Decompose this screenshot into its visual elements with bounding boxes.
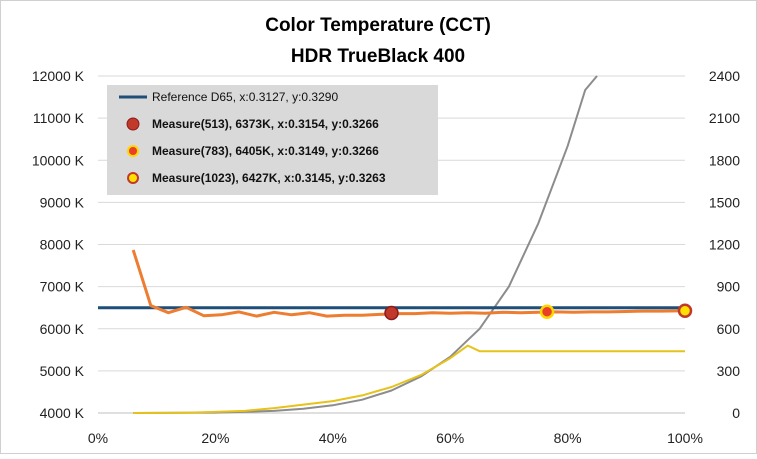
x-tick-label: 20% (201, 430, 229, 446)
y2-tick-label: 1800 (709, 152, 740, 168)
y-tick-label: 11000 K (33, 110, 85, 126)
y2-tick-label: 2100 (709, 110, 740, 126)
series-cct-line (131, 249, 686, 318)
measure-1023-marker (677, 303, 693, 319)
y-tick-label: 4000 K (40, 405, 85, 421)
legend-measure-783-marker-icon (127, 145, 139, 157)
y2-tick-label: 300 (717, 363, 741, 379)
y2-tick-label: 1200 (709, 237, 740, 253)
legend-item-measure-1023: Measure(1023), 6427K, x:0.3145, y:0.3263 (152, 171, 386, 185)
y2-tick-label: 600 (717, 321, 741, 337)
y-tick-label: 6000 K (40, 321, 85, 337)
chart-subtitle: HDR TrueBlack 400 (291, 46, 465, 67)
x-tick-label: 100% (667, 430, 703, 446)
y-tick-label: 7000 K (40, 279, 85, 295)
y-tick-label: 8000 K (40, 237, 85, 253)
y-tick-label: 12000 K (32, 68, 85, 84)
axis-labels: 4000 K 5000 K 6000 K 7000 K 8000 K 9000 K 1000… (32, 68, 740, 446)
legend-item-measure-513: Measure(513), 6373K, x:0.3154, y:0.3266 (152, 117, 379, 131)
legend-measure-1023-marker-icon (127, 172, 139, 184)
x-tick-label: 80% (554, 430, 582, 446)
y-tick-label: 5000 K (40, 363, 85, 379)
legend-item-reference: Reference D65, x:0.3127, y:0.3290 (152, 90, 338, 104)
legend: Reference D65, x:0.3127, y:0.3290 Measur… (107, 85, 438, 195)
legend-measure-513-marker-icon (126, 117, 140, 131)
y2-tick-label: 0 (732, 405, 740, 421)
measure-markers (384, 303, 693, 321)
measure-783-marker (539, 304, 555, 319)
legend-background (107, 85, 438, 195)
series-gray-curve (133, 75, 598, 414)
series-yellow-curve (133, 344, 685, 414)
x-tick-label: 0% (88, 430, 108, 446)
y-tick-label: 10000 K (32, 152, 85, 168)
legend-item-measure-783: Measure(783), 6405K, x:0.3149, y:0.3266 (152, 144, 379, 158)
y2-tick-label: 900 (717, 279, 741, 295)
x-tick-label: 60% (436, 430, 464, 446)
measure-513-marker (384, 305, 399, 321)
y-tick-label: 9000 K (40, 194, 85, 210)
chart-title: Color Temperature (CCT) (265, 15, 491, 36)
x-tick-label: 40% (319, 430, 347, 446)
y2-tick-label: 2400 (709, 68, 740, 84)
y2-tick-label: 1500 (709, 194, 740, 210)
